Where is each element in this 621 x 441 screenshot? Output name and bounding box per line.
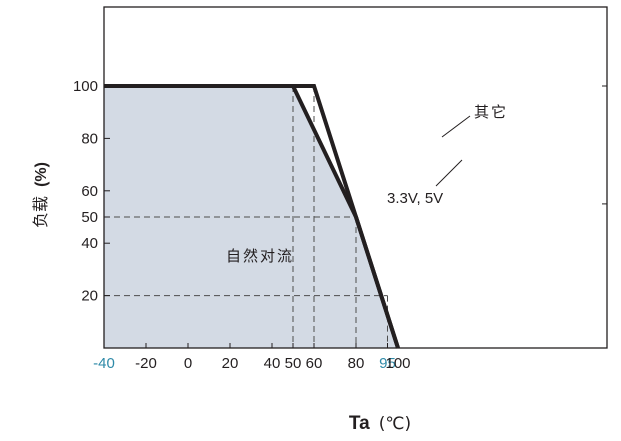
x-tick-label: 20	[222, 355, 239, 372]
x-tick-label: -40	[93, 355, 115, 372]
x-tick-label: 50	[285, 355, 302, 372]
y-axis-unit: (%)	[33, 162, 50, 187]
x-tick-label: 100	[385, 355, 410, 372]
leader-line-other	[441, 115, 471, 138]
x-axis-label: Ta	[349, 413, 370, 434]
svg-text:负载 (%): 负载 (%)	[31, 162, 50, 228]
x-tick-label: 60	[306, 355, 323, 372]
y-tick-label: 60	[81, 183, 98, 200]
series-line-other	[104, 84, 400, 349]
y-tick-label: 80	[81, 130, 98, 147]
y-tick-label: 100	[73, 78, 98, 95]
x-axis-title: Ta (℃)	[349, 413, 411, 434]
y-tick-label: 40	[81, 235, 98, 252]
x-tick-label: 0	[184, 355, 192, 372]
x-axis-unit: (℃)	[379, 414, 411, 434]
y-tick-label: 20	[81, 288, 98, 305]
x-tick-label: 80	[348, 355, 365, 372]
x-tick-label: 95	[379, 355, 396, 372]
y-tick-label: 50	[81, 209, 98, 226]
y-axis-label: 负载	[31, 196, 50, 228]
x-tick-label: -20	[135, 355, 157, 372]
series-label-other: 其它	[474, 103, 508, 121]
leader-line-33v-5v	[435, 159, 463, 187]
x-tick-label: 40	[264, 355, 281, 372]
area-label-natural-convection: 自然对流	[226, 247, 294, 265]
y-axis-title: 负载 (%)	[31, 162, 50, 228]
series-label-33v-5v: 3.3V, 5V	[387, 190, 443, 207]
